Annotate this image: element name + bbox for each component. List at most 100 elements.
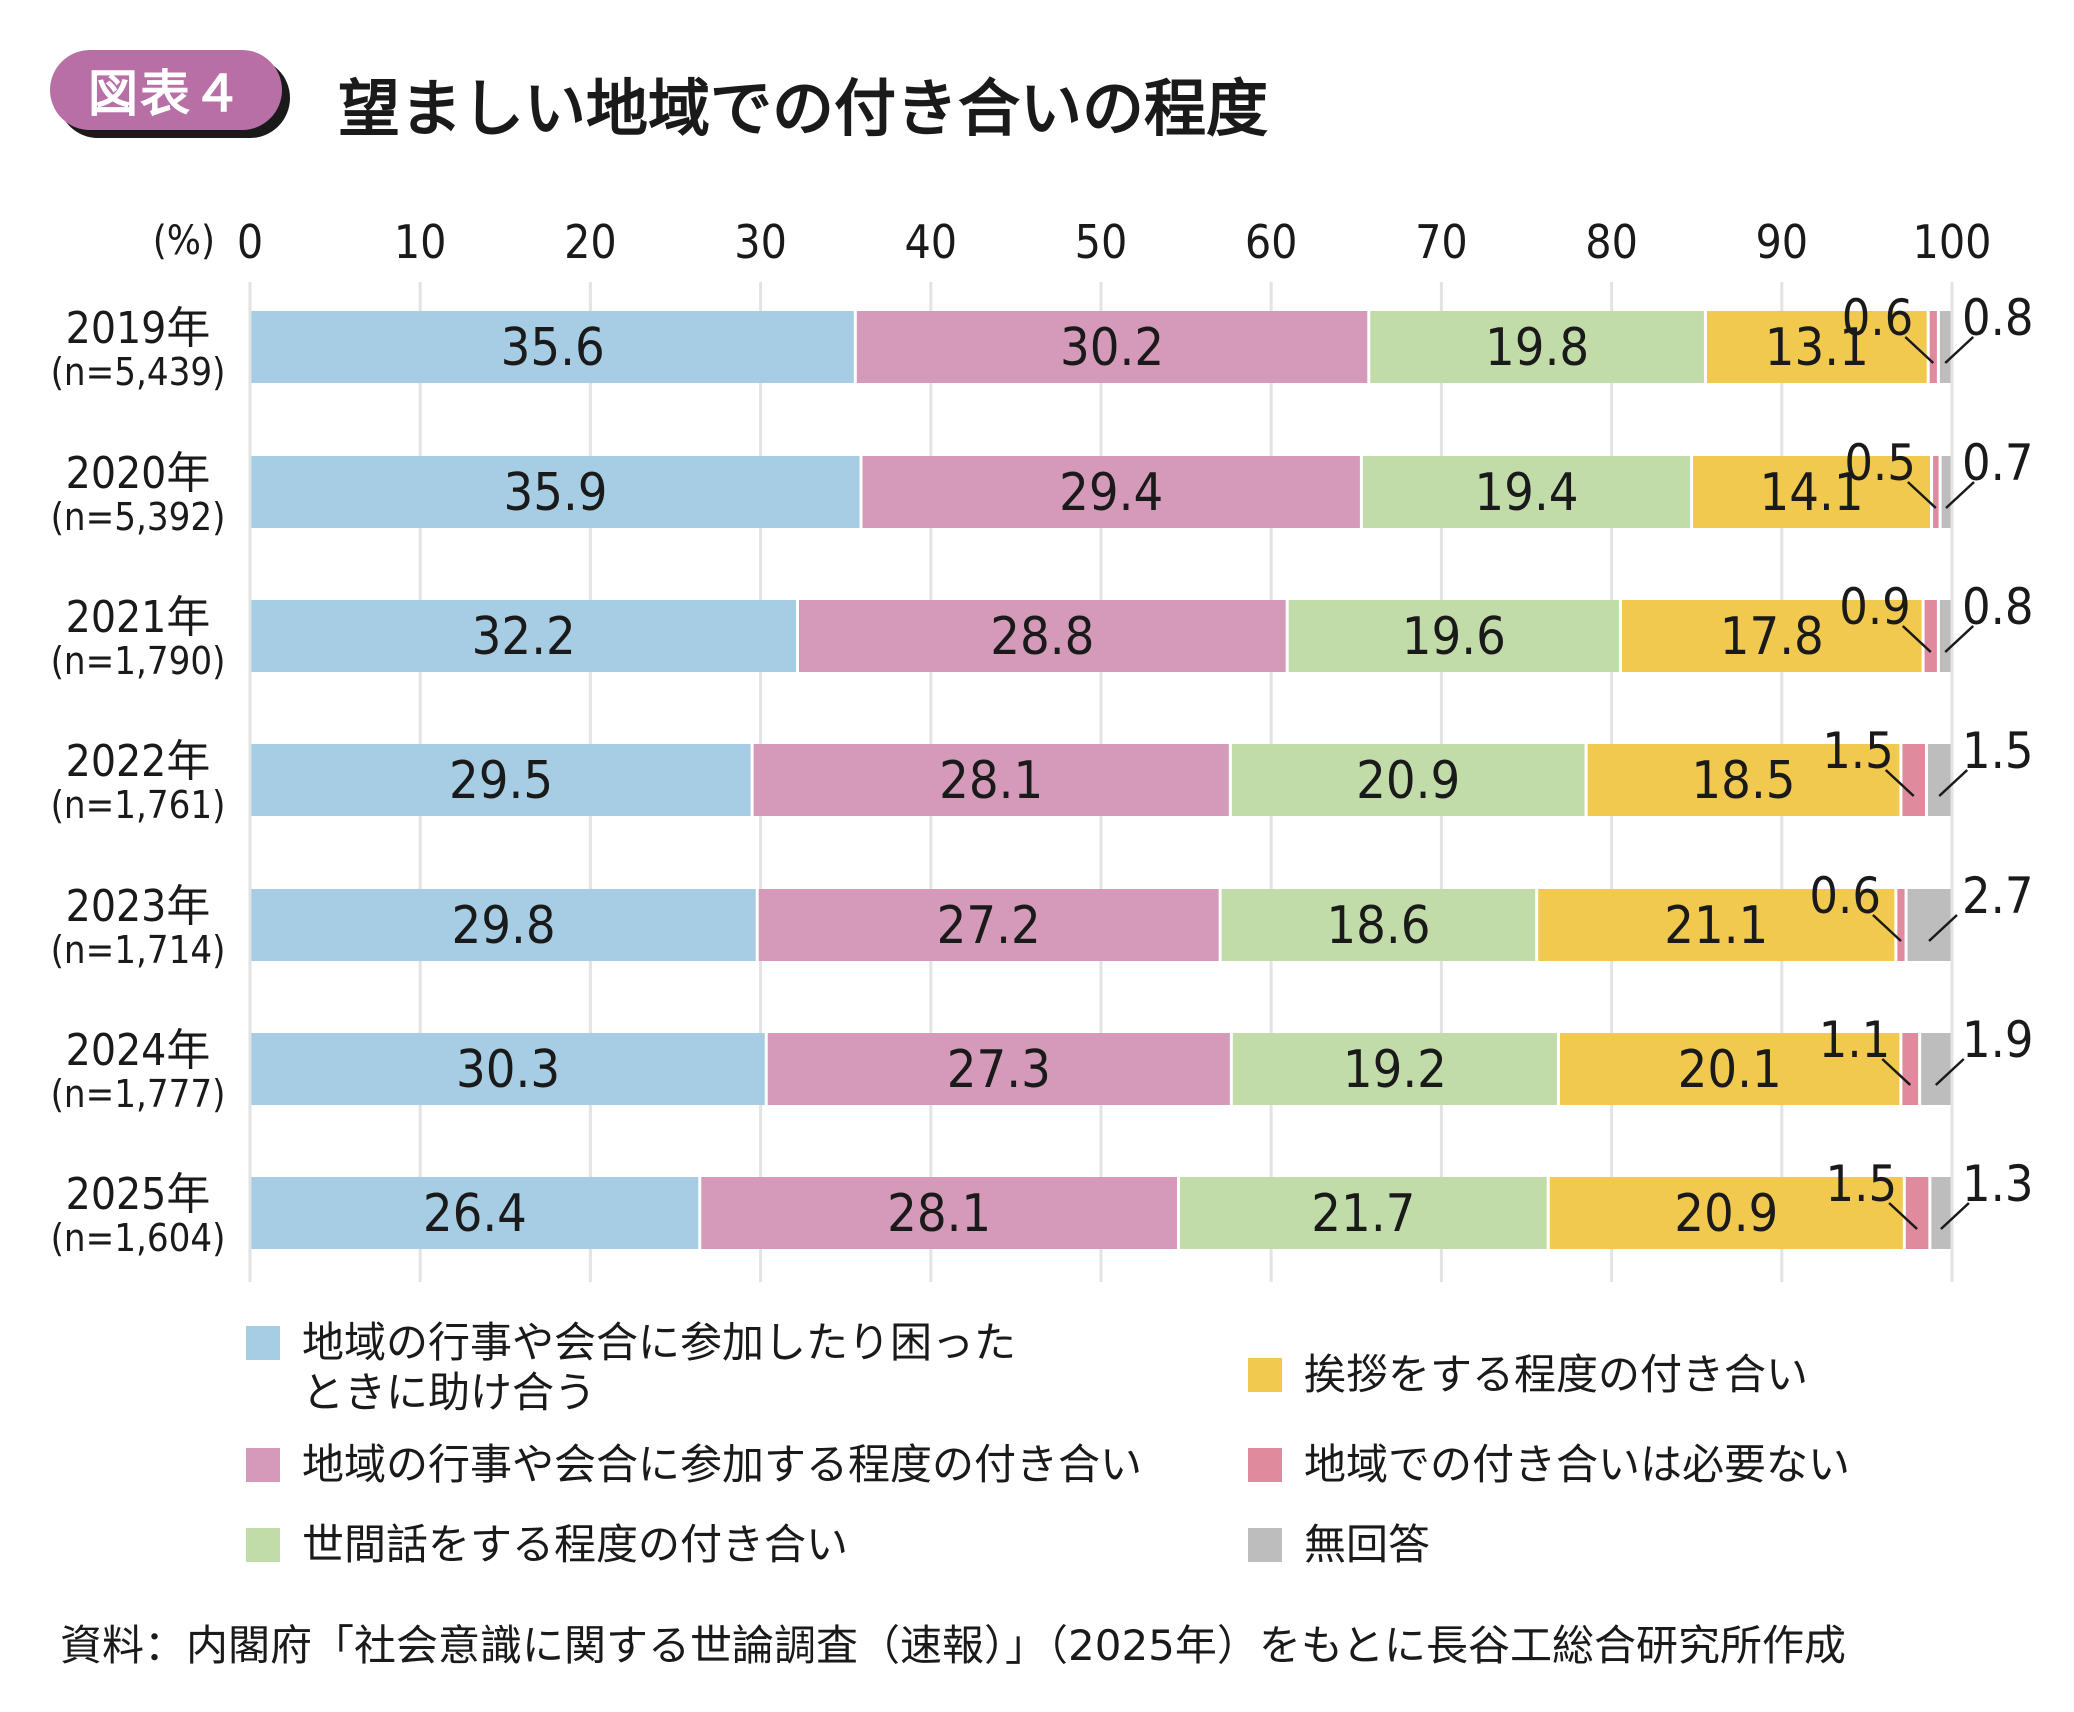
bar-segment: [1180, 1177, 1547, 1249]
bar-segment: [1559, 1033, 1900, 1105]
x-tick-label: 10: [394, 215, 447, 269]
bar-value-label: 21.1: [1664, 896, 1768, 956]
leader-line: [1906, 481, 1937, 509]
bar-value-label: 13.1: [1765, 318, 1869, 378]
x-tick-label: 60: [1245, 215, 1298, 269]
legend-item-small-talk: 世間話をする程度の付き合い: [246, 1520, 848, 1570]
bar-segment: [1549, 1177, 1903, 1249]
row-label-year: 2024年: [66, 1025, 211, 1076]
bar-value-label: 19.4: [1474, 463, 1578, 523]
bar-segment: [1907, 889, 1951, 961]
small-value-label: 0.5: [1844, 434, 1916, 492]
row-label-year: 2019年: [66, 303, 211, 354]
source-footnote: 資料：内閣府「社会意識に関する世論調査（速報）」（2025年）をもとに長谷工総合…: [60, 1621, 1847, 1670]
bar-value-label: 20.9: [1674, 1184, 1778, 1244]
leader-line: [1904, 336, 1935, 364]
legend-item-help-each-other: 地域の行事や会合に参加したり困った ときに助け合う: [246, 1318, 1016, 1418]
x-tick-label: 40: [904, 215, 957, 269]
row-label-sample-size: (n=1,777): [51, 1072, 226, 1116]
bar-segment: [1902, 744, 1925, 816]
bar-segment: [1924, 600, 1937, 672]
bar-value-label: 20.1: [1678, 1040, 1782, 1100]
bar-value-label: 27.2: [937, 896, 1041, 956]
row-label-year: 2021年: [66, 592, 211, 643]
legend-item-join-events: 地域の行事や会合に参加する程度の付き合い: [246, 1440, 1142, 1490]
small-value-label: 1.3: [1962, 1155, 2034, 1213]
leader-line: [1944, 625, 1975, 653]
bar-value-label: 14.1: [1760, 463, 1864, 523]
legend-swatch: [246, 1448, 280, 1482]
small-value-label: 1.5: [1826, 1155, 1898, 1213]
bar-value-label: 17.8: [1720, 607, 1824, 667]
x-tick-label: 0: [237, 215, 263, 269]
small-value-label: 1.9: [1962, 1011, 2034, 1069]
bar-segment: [251, 1177, 699, 1249]
row-label-sample-size: (n=1,604): [51, 1216, 226, 1260]
bar-value-label: 28.1: [887, 1184, 991, 1244]
bar-segment: [1897, 889, 1905, 961]
bar-segment: [1933, 456, 1939, 528]
leader-line: [1938, 769, 1969, 797]
legend-item-no-answer: 無回答: [1248, 1520, 1430, 1570]
bar-value-label: 21.7: [1311, 1184, 1415, 1244]
bar-value-label: 29.4: [1059, 463, 1163, 523]
bar-segment: [1288, 600, 1619, 672]
bar-segment: [1706, 311, 1927, 383]
bar-segment: [251, 311, 854, 383]
row-label-sample-size: (n=1,761): [51, 783, 226, 827]
legend-label: 挨拶をする程度の付き合い: [1304, 1350, 1809, 1399]
bar-segment: [862, 456, 1360, 528]
bar-segment: [251, 744, 751, 816]
bar-segment: [251, 600, 796, 672]
small-value-label: 0.6: [1842, 289, 1914, 347]
legend-swatch: [1248, 1448, 1282, 1482]
small-value-label: 0.8: [1962, 578, 2034, 636]
bar-segment: [1905, 1177, 1929, 1249]
bar-value-label: 19.6: [1402, 607, 1506, 667]
bar-segment: [1929, 311, 1937, 383]
small-value-label: 0.6: [1809, 867, 1881, 925]
bar-value-label: 19.2: [1343, 1040, 1447, 1100]
bar-segment: [798, 600, 1286, 672]
bar-value-label: 30.3: [456, 1040, 560, 1100]
legend-item-greeting: 挨拶をする程度の付き合い: [1248, 1350, 1808, 1400]
row-label-sample-size: (n=1,790): [51, 639, 226, 683]
leader-line: [1928, 914, 1958, 942]
x-tick-label: 50: [1075, 215, 1128, 269]
x-tick-label: 70: [1415, 215, 1468, 269]
x-tick-label: 20: [564, 215, 617, 269]
x-axis-unit-label: (%): [153, 218, 215, 264]
bar-segment: [1693, 456, 1931, 528]
bar-segment: [1221, 889, 1536, 961]
leader-line: [1944, 336, 1975, 364]
legend-label: 地域の行事や会合に参加する程度の付き合い: [302, 1440, 1143, 1489]
bar-value-label: 35.6: [501, 318, 605, 378]
x-tick-label: 30: [734, 215, 787, 269]
bar-segment: [1941, 456, 1951, 528]
small-value-label: 0.8: [1962, 289, 2034, 347]
small-value-label: 1.5: [1822, 722, 1894, 780]
x-tick-label: 80: [1585, 215, 1638, 269]
legend-label: 世間話をする程度の付き合い: [302, 1520, 849, 1569]
legend-label: 地域での付き合いは必要ない: [1304, 1440, 1851, 1489]
bar-value-label: 32.2: [472, 607, 576, 667]
leader-line: [1901, 625, 1932, 653]
small-value-label: 0.7: [1962, 434, 2034, 492]
bar-value-label: 26.4: [423, 1184, 527, 1244]
bar-segment: [1939, 311, 1951, 383]
bar-value-label: 28.8: [990, 607, 1094, 667]
bar-value-label: 18.6: [1326, 896, 1430, 956]
legend-swatch: [1248, 1528, 1282, 1562]
small-value-label: 1.1: [1819, 1011, 1891, 1069]
figure-badge: 図表４: [50, 50, 282, 130]
bar-segment: [856, 311, 1368, 383]
bar-segment: [753, 744, 1229, 816]
bar-value-label: 29.8: [452, 896, 556, 956]
legend-swatch: [246, 1326, 280, 1360]
bar-segment: [1927, 744, 1951, 816]
bar-segment: [1902, 1033, 1919, 1105]
bar-segment: [251, 456, 860, 528]
bar-segment: [758, 889, 1219, 961]
row-label-year: 2020年: [66, 448, 211, 499]
